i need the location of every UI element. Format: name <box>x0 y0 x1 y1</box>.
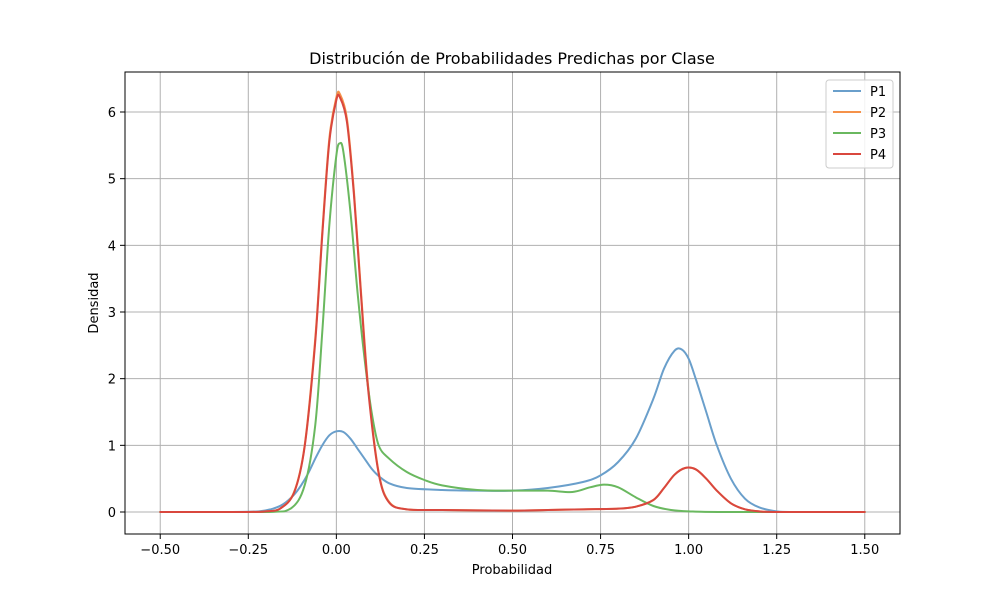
y-tick-label: 1 <box>108 439 116 454</box>
grid <box>125 72 900 534</box>
y-axis: 0 1 2 3 4 5 6 <box>108 106 125 521</box>
legend-label-p1: P1 <box>870 85 886 100</box>
legend-label-p3: P3 <box>870 127 886 142</box>
series-line-p4 <box>159 93 866 514</box>
x-axis: −0.50 −0.25 0.00 0.25 0.50 0.75 1.00 1.25 1.50 <box>140 534 879 558</box>
y-axis-label: Densidad <box>87 272 102 333</box>
y-tick-label: 6 <box>108 106 116 121</box>
y-tick-label: 4 <box>108 239 116 254</box>
chart-title: Distribución de Probabilidades Predichas… <box>309 49 715 68</box>
y-tick-label: 0 <box>108 506 116 521</box>
x-tick-label: −0.50 <box>140 543 180 558</box>
y-tick-label: 5 <box>108 173 116 188</box>
x-axis-label: Probabilidad <box>472 563 552 578</box>
legend-label-p4: P4 <box>870 148 886 163</box>
x-tick-label: 0.00 <box>322 543 351 558</box>
x-tick-label: 1.50 <box>850 543 879 558</box>
series-line-p3 <box>159 141 866 514</box>
y-tick-label: 2 <box>108 373 116 388</box>
legend-box <box>825 79 894 169</box>
x-tick-label: 0.50 <box>498 543 527 558</box>
x-tick-label: 0.75 <box>586 543 615 558</box>
series-group <box>159 90 866 514</box>
y-tick-label: 3 <box>108 306 116 321</box>
legend-label-p2: P2 <box>870 106 886 121</box>
legend: P1 P2 P3 P4 <box>825 79 894 169</box>
x-tick-label: 0.25 <box>410 543 439 558</box>
x-tick-label: 1.00 <box>674 543 703 558</box>
x-tick-label: 1.25 <box>762 543 791 558</box>
x-tick-label: −0.25 <box>228 543 268 558</box>
